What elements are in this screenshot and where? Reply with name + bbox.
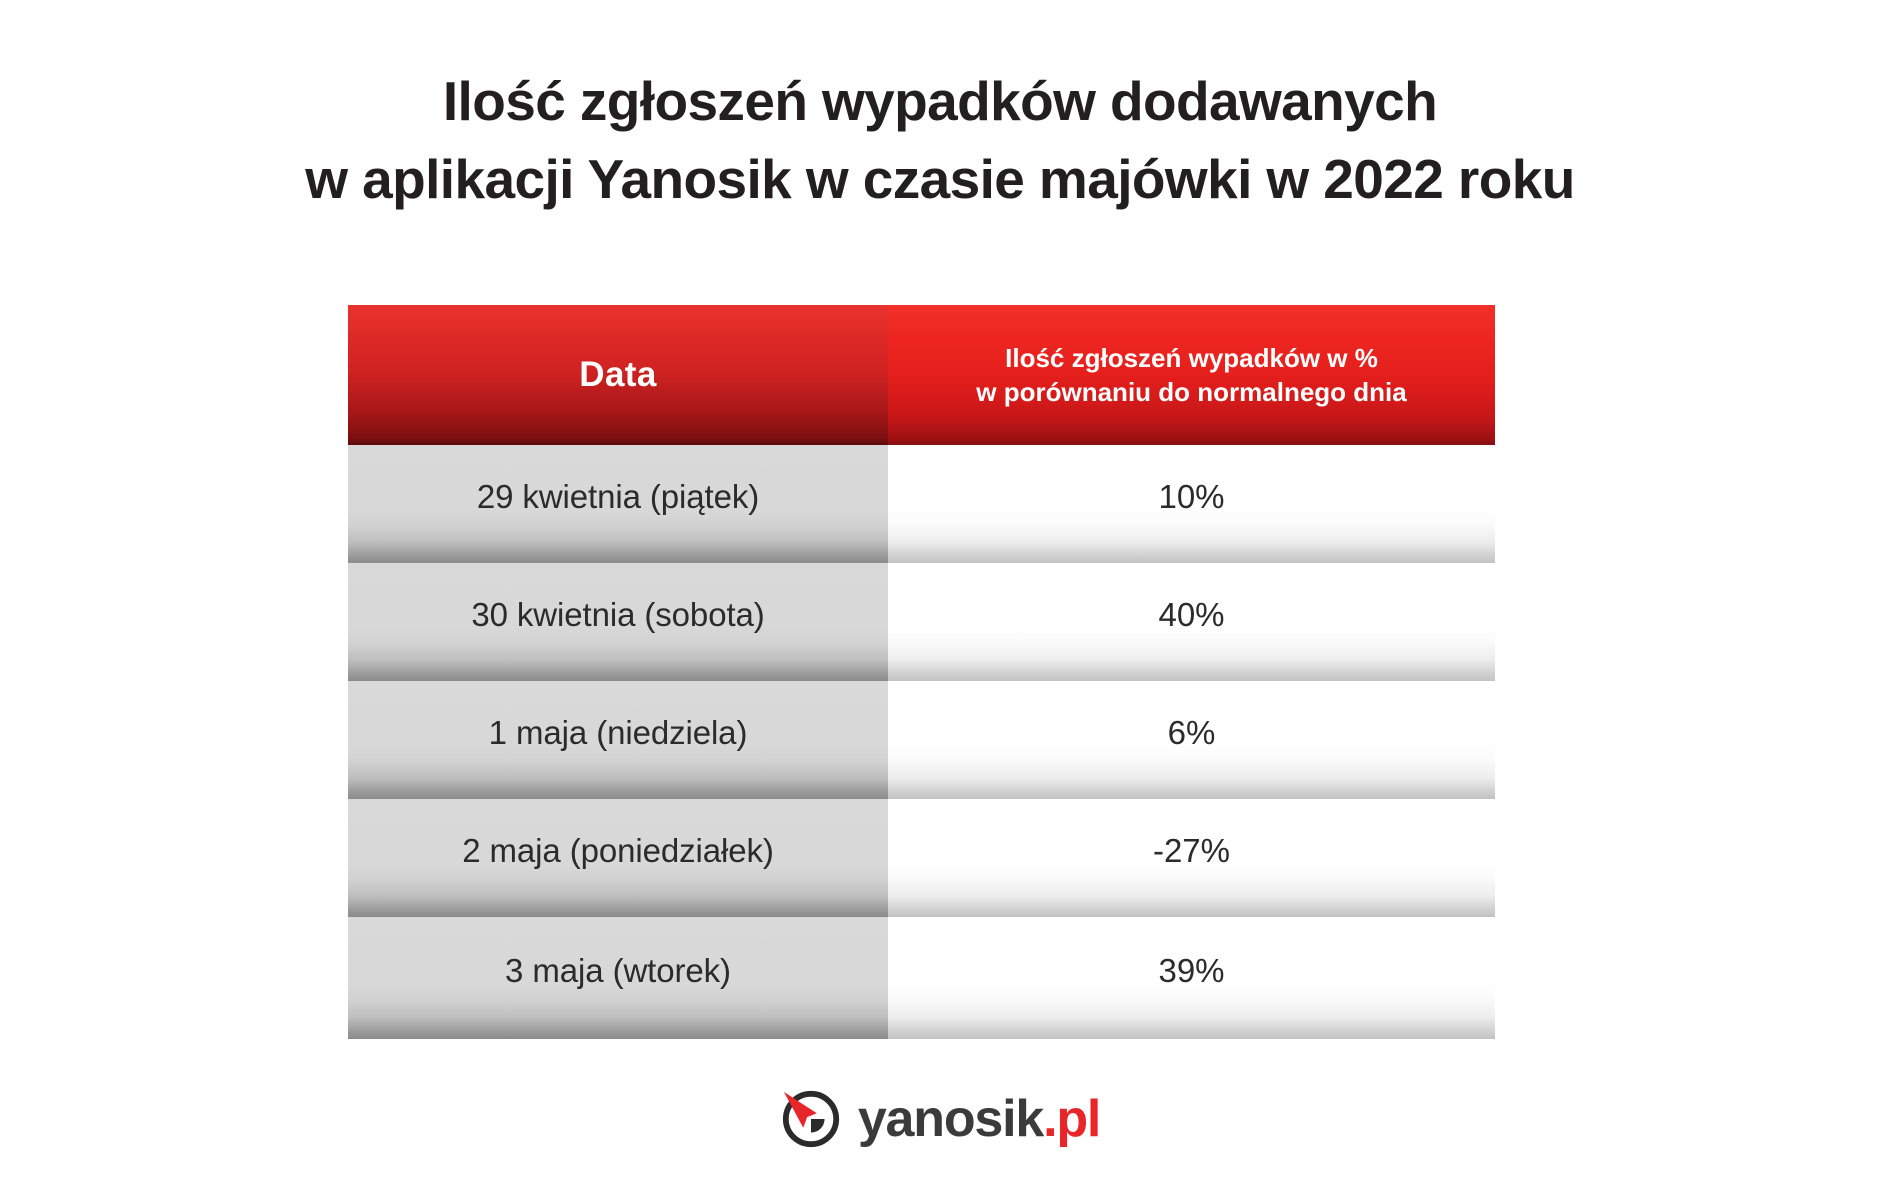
table-row: 2 maja (poniedziałek) -27% <box>348 799 1495 917</box>
title-line-1: Ilość zgłoszeń wypadków dodawanych <box>442 70 1438 132</box>
table-header-date-label: Data <box>579 355 657 394</box>
table-row: 29 kwietnia (piątek) 10% <box>348 445 1495 563</box>
table-cell-value: 10% <box>888 445 1495 563</box>
yanosik-compass-icon <box>782 1090 839 1148</box>
table-cell-date-label: 1 maja (niedziela) <box>488 714 748 751</box>
table-cell-value-label: 10% <box>1158 478 1225 515</box>
table-cell-value: -27% <box>888 799 1495 917</box>
table-header-percent-line-1: Ilość zgłoszeń wypadków w % <box>1005 343 1378 373</box>
table-cell-value-label: -27% <box>1152 832 1231 869</box>
table-row: 1 maja (niedziela) 6% <box>348 681 1495 799</box>
logo-wordmark: yanosik.pl <box>857 1090 1102 1148</box>
title-line-2: w aplikacji Yanosik w czasie majówki w 2… <box>305 148 1575 210</box>
stats-table: Data Ilość zgłoszeń wypadków w % w porów… <box>348 305 1495 1041</box>
table-header-percent-line-2: w porównaniu do normalnego dnia <box>976 377 1407 407</box>
table-row: 30 kwietnia (sobota) 40% <box>348 563 1495 681</box>
table-cell-date-label: 3 maja (wtorek) <box>505 952 731 989</box>
table-header-date: Data <box>348 305 888 445</box>
table-cell-value-label: 40% <box>1158 596 1225 633</box>
table-cell-date-label: 30 kwietnia (sobota) <box>471 596 765 633</box>
table-header-row: Data Ilość zgłoszeń wypadków w % w porów… <box>348 305 1495 445</box>
table-cell-value-label: 39% <box>1158 952 1225 989</box>
table-cell-date: 2 maja (poniedziałek) <box>348 799 888 917</box>
brand-logo: yanosik.pl <box>0 1088 1880 1150</box>
table-cell-date: 1 maja (niedziela) <box>348 681 888 799</box>
table-cell-date: 30 kwietnia (sobota) <box>348 563 888 681</box>
table-header-percent: Ilość zgłoszeń wypadków w % w porównaniu… <box>888 305 1495 445</box>
logo-tld: .pl <box>1043 1090 1101 1148</box>
page-title: Ilość zgłoszeń wypadków dodawanych w apl… <box>0 62 1880 218</box>
table-cell-date: 3 maja (wtorek) <box>348 917 888 1039</box>
table-cell-value: 40% <box>888 563 1495 681</box>
table-cell-date: 29 kwietnia (piątek) <box>348 445 888 563</box>
table-row: 3 maja (wtorek) 39% <box>348 917 1495 1039</box>
logo-name: yanosik <box>857 1090 1044 1148</box>
table-cell-value: 6% <box>888 681 1495 799</box>
table-cell-date-label: 29 kwietnia (piątek) <box>476 478 760 515</box>
table-cell-value-label: 6% <box>1167 714 1216 751</box>
table-cell-date-label: 2 maja (poniedziałek) <box>462 832 774 869</box>
table-cell-value: 39% <box>888 917 1495 1039</box>
